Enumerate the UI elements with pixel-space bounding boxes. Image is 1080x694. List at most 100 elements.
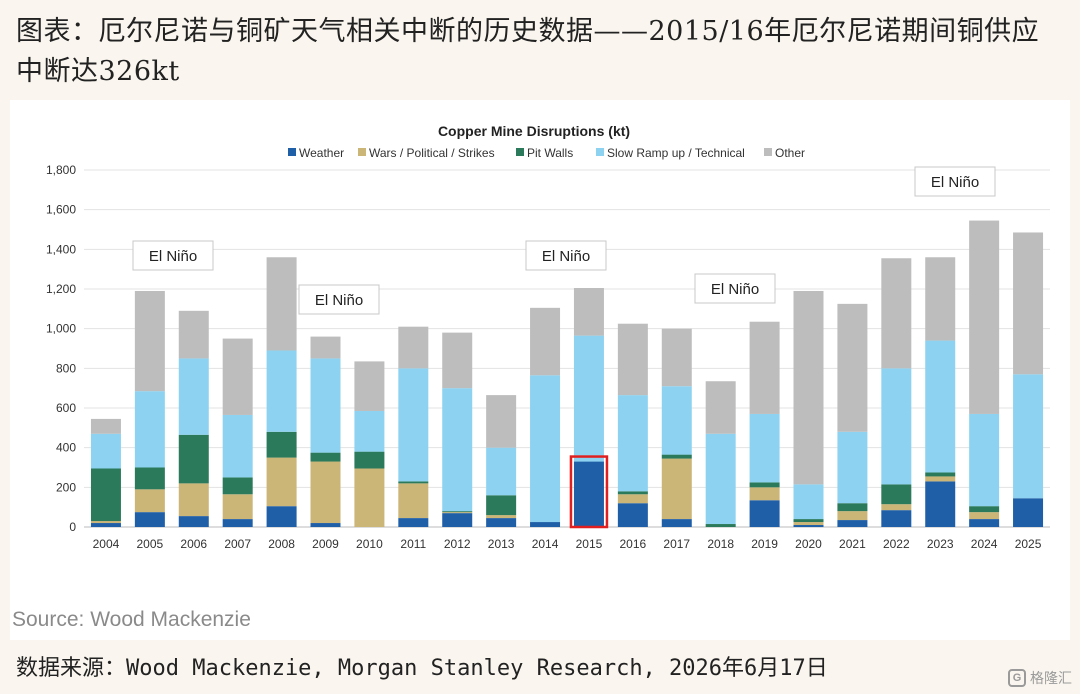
legend-label: Weather — [299, 146, 344, 160]
bar-segment — [705, 381, 736, 434]
bar-segment — [881, 258, 912, 369]
bar-segment — [310, 461, 341, 524]
x-tick-label: 2006 — [180, 537, 207, 551]
bar-segment — [486, 447, 517, 496]
chart-title: Copper Mine Disruptions (kt) — [438, 123, 630, 139]
bar-segment — [617, 494, 648, 504]
bar-segment — [925, 472, 956, 477]
x-tick-label: 2011 — [400, 537, 426, 551]
bar-segment — [354, 410, 385, 452]
bar-segment — [134, 290, 165, 392]
bar-segment — [925, 340, 956, 473]
x-tick-label: 2019 — [751, 537, 778, 551]
bar-segment — [398, 483, 429, 519]
el-nino-label: El Niño — [711, 281, 759, 298]
bar-segment — [925, 257, 956, 341]
bar-segment — [617, 323, 648, 396]
legend-swatch — [516, 148, 524, 156]
annotations: El Niño El Niño El Niño El Niño El Niño — [132, 166, 996, 315]
bar-segment — [749, 487, 780, 501]
copper-disruption-chart: 0 200 400 600 800 1,000 1,200 1,400 1,600 1,800 2… — [46, 123, 1050, 551]
bar-segment — [881, 368, 912, 485]
bar-segment — [178, 358, 209, 435]
y-tick-label: 800 — [56, 361, 76, 375]
legend-label: Slow Ramp up / Technical — [607, 146, 745, 160]
y-tick-label: 200 — [56, 480, 76, 494]
bar-segment — [617, 503, 648, 527]
bar-segment — [661, 519, 692, 527]
bar-segment — [266, 506, 297, 527]
bars — [90, 220, 1044, 529]
bar-segment — [925, 476, 956, 482]
footer-note: 数据来源：Wood Mackenzie, Morgan Stanley Rese… — [16, 656, 828, 681]
watermark-text: 格隆汇 — [1030, 670, 1072, 686]
bar-segment — [793, 290, 824, 485]
y-tick-label: 1,000 — [46, 322, 76, 336]
bar-segment — [925, 481, 956, 527]
chart-card: 0 200 400 600 800 1,000 1,200 1,400 1,600 1,800 2… — [10, 100, 1070, 640]
x-tick-label: 2017 — [663, 537, 690, 551]
watermark: G 格隆汇 — [1008, 668, 1072, 688]
x-tick-label: 2021 — [839, 537, 866, 551]
bar-segment — [530, 375, 561, 523]
y-tick-label: 1,800 — [46, 163, 76, 177]
bar-segment — [222, 338, 253, 415]
bar-segment — [310, 336, 341, 359]
bar-segment — [222, 414, 253, 478]
x-tick-label: 2022 — [883, 537, 910, 551]
bar-segment — [266, 257, 297, 351]
bar-segment — [661, 328, 692, 387]
bar-segment — [969, 519, 1000, 527]
source-text: Source: Wood Mackenzie — [12, 608, 251, 631]
legend: Weather Wars / Political / Strikes Pit Wal… — [288, 146, 805, 160]
bar-segment — [749, 482, 780, 488]
bar-segment — [881, 484, 912, 505]
bar-segment — [881, 504, 912, 511]
bar-segment — [749, 413, 780, 483]
bar-segment — [617, 395, 648, 492]
x-tick-label: 2024 — [971, 537, 998, 551]
bar-segment — [749, 321, 780, 414]
bar-segment — [530, 522, 561, 527]
header: 图表：厄尔尼诺与铜矿天气相关中断的历史数据——2015/16年厄尔尼诺期间铜供应… — [0, 0, 1080, 100]
x-tick-label: 2014 — [532, 537, 559, 551]
bar-segment — [486, 518, 517, 527]
x-tick-label: 2025 — [1015, 537, 1042, 551]
bar-segment — [837, 520, 868, 527]
bar-segment — [837, 303, 868, 432]
bar-segment — [134, 391, 165, 468]
legend-label: Wars / Political / Strikes — [369, 146, 495, 160]
highlight-box — [569, 455, 609, 529]
bar-segment — [617, 491, 648, 495]
legend-label: Pit Walls — [527, 146, 573, 160]
y-tick-label: 1,600 — [46, 203, 76, 217]
bar-segment — [969, 506, 1000, 513]
bar-segment — [90, 521, 121, 524]
x-tick-label: 2010 — [356, 537, 383, 551]
el-nino-box — [914, 166, 996, 197]
y-tick-label: 0 — [69, 520, 76, 534]
bar-segment — [90, 418, 121, 434]
x-tick-label: 2009 — [312, 537, 339, 551]
y-tick-label: 400 — [56, 441, 76, 455]
page-title: 图表：厄尔尼诺与铜矿天气相关中断的历史数据——2015/16年厄尔尼诺期间铜供应… — [16, 16, 1040, 87]
bar-segment — [134, 467, 165, 490]
bar-segment — [90, 433, 121, 469]
bar-segment — [793, 484, 824, 520]
footer: 数据来源：Wood Mackenzie, Morgan Stanley Rese… — [0, 640, 1080, 694]
bar-segment — [661, 454, 692, 459]
el-nino-label: El Niño — [542, 248, 590, 265]
bar-segment — [661, 458, 692, 520]
x-tick-label: 2018 — [707, 537, 734, 551]
bar-segment — [969, 220, 1000, 414]
bar-segment — [793, 519, 824, 523]
bar-segment — [398, 481, 429, 484]
el-nino-box — [694, 273, 776, 304]
el-nino-box — [298, 284, 380, 315]
legend-swatch — [596, 148, 604, 156]
bar-segment — [178, 483, 209, 517]
bar-segment — [749, 500, 780, 527]
bar-segment — [266, 457, 297, 507]
bar-segment — [178, 434, 209, 484]
bar-segment — [222, 519, 253, 527]
